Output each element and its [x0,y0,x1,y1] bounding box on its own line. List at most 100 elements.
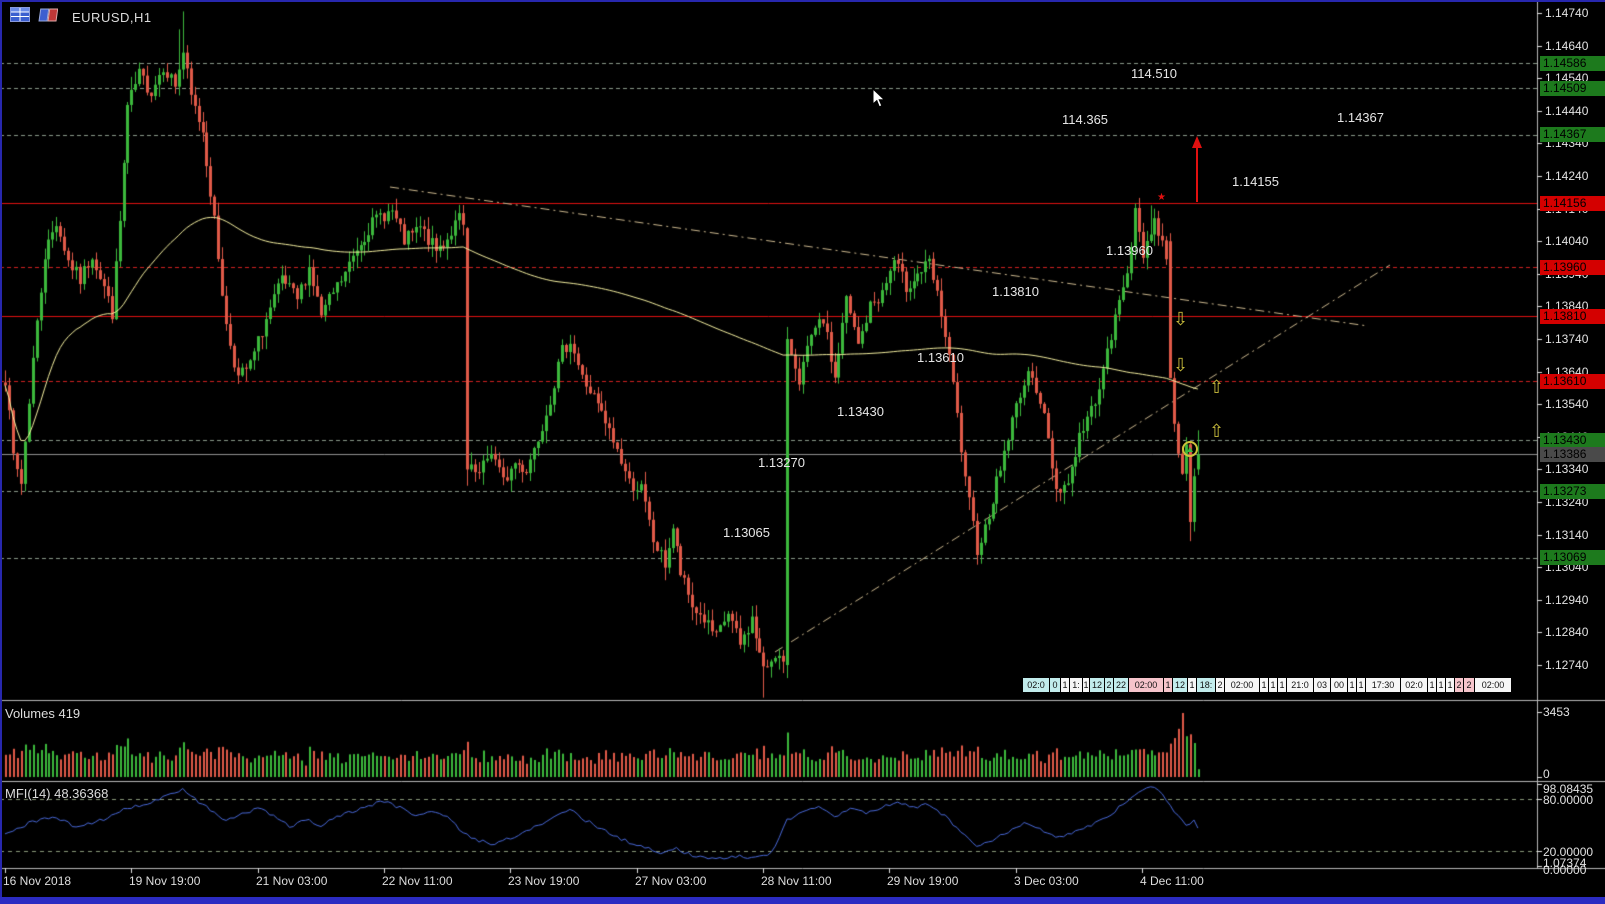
price-axis-highlight: 1.14367 [1540,127,1605,143]
time-axis-label: 3 Dec 03:00 [1014,874,1079,888]
price-annotation: 114.365 [1062,112,1109,127]
time-axis-label: 29 Nov 19:00 [887,874,959,888]
time-marker: 1: [1070,678,1082,692]
time-axis-label: 21 Nov 03:00 [256,874,328,888]
price-annotation: 1.13960 [1106,243,1153,258]
down-block-arrow-icon: ⇩ [1173,355,1189,375]
time-marker: 1 [1269,678,1277,692]
price-annotation: 1.14155 [1232,174,1279,189]
price-axis-label: 1.13340 [1545,462,1589,477]
price-annotation: 1.13610 [917,350,964,365]
time-marker: 1 [1188,678,1196,692]
time-marker: 03 [1314,678,1330,692]
time-marker: 2 [1464,678,1474,692]
price-annotation: 1.13270 [758,455,805,470]
time-axis-label: 4 Dec 11:00 [1140,874,1204,888]
price-axis-highlight: 1.14509 [1540,80,1605,96]
volumes-scale-max: 3453 [1543,705,1570,719]
price-axis-label: 1.14040 [1545,234,1589,249]
red-arrow-head-icon [1192,136,1202,148]
price-axis-highlight: 1.13610 [1540,373,1605,389]
time-marker: 2 [1455,678,1463,692]
time-axis-label: 22 Nov 11:00 [382,874,453,888]
time-marker: 12 [1173,678,1187,692]
mfi-label: MFI(14) 48.36368 [5,786,109,801]
time-marker: 1 [1357,678,1365,692]
mouse-cursor-icon [872,87,886,114]
red-star-icon: ★ [1157,192,1166,203]
price-axis-label: 1.12740 [1545,658,1589,673]
price-annotation: 1.13065 [723,525,770,540]
price-axis-label: 1.14240 [1545,169,1589,184]
time-marker: 02:00 [1475,678,1511,692]
price-annotation: 1.13430 [837,404,884,419]
time-marker: 0 [1050,678,1060,692]
time-marker: 1 [1061,678,1069,692]
price-axis-highlight: 1.13960 [1540,259,1605,275]
up-block-arrow-icon: ⇧ [1209,377,1225,397]
window-frame-top [0,0,1605,2]
time-axis-label: 28 Nov 11:00 [761,874,832,888]
price-axis-label: 1.13140 [1545,527,1589,542]
time-marker: 1 [1437,678,1445,692]
red-arrow-icon [1196,147,1198,202]
price-annotation: 1.14367 [1337,110,1384,125]
price-axis-highlight: 1.13430 [1540,432,1605,448]
time-marker: 02:00 [1225,678,1259,692]
books-icon [36,7,59,27]
time-marker: 00 [1331,678,1347,692]
down-block-arrow-icon: ⇩ [1173,309,1189,329]
time-marker: 1 [1083,678,1089,692]
time-marker: 02:0 [1023,678,1049,692]
time-marker: 21:0 [1287,678,1313,692]
grid-icon [10,7,30,27]
price-axis-label: 1.12940 [1545,592,1589,607]
up-block-arrow-icon: ⇧ [1209,421,1225,441]
mfi-scale-label: 80.00000 [1543,793,1594,807]
mfi-scale-label: 98.08435 [1543,782,1594,796]
symbol-title: EURUSD,H1 [72,9,152,25]
time-marker: 12 [1090,678,1104,692]
price-axis-highlight: 1.14586 [1540,55,1605,71]
price-axis-highlight: 1.13386 [1540,446,1605,462]
time-marker: 1 [1348,678,1356,692]
time-marker: 02:0 [1401,678,1427,692]
time-marker: 22 [1114,678,1128,692]
price-axis-highlight: 1.14156 [1540,195,1605,211]
time-marker: 18: [1197,678,1215,692]
volumes-label: Volumes 419 [5,706,81,721]
price-axis-label: 1.14640 [1545,38,1589,53]
price-annotation: 1.13810 [992,284,1039,299]
price-axis-highlight: 1.13069 [1540,550,1605,566]
time-marker: 1 [1278,678,1286,692]
price-axis-label: 1.14440 [1545,103,1589,118]
time-axis-label: 16 Nov 2018 [3,874,72,888]
time-marker: 2 [1216,678,1224,692]
window-frame-left [0,0,2,898]
time-marker: 2 [1105,678,1113,692]
time-marker: 1 [1428,678,1436,692]
time-axis-label: 19 Nov 19:00 [129,874,201,888]
time-marker: 1 [1260,678,1268,692]
mfi-scale-label: 0.00000 [1543,863,1587,877]
time-axis-label: 27 Nov 03:00 [635,874,707,888]
time-marker: 17:30 [1366,678,1400,692]
window-frame-bottom [0,897,1605,904]
time-marker: 1 [1164,678,1172,692]
price-axis-highlight: 1.13810 [1540,308,1605,324]
chart-titlebar: EURUSD,H1 [10,7,152,27]
mfi-scale-label: 20.00000 [1543,845,1594,859]
time-axis-label: 23 Nov 19:00 [508,874,580,888]
mfi-scale-label: 1.07374 [1543,856,1587,870]
price-axis-label: 1.13740 [1545,332,1589,347]
time-marker: 1 [1446,678,1454,692]
price-axis-label: 1.13540 [1545,397,1589,412]
volumes-scale-min: 0 [1543,767,1550,781]
price-axis-label: 1.14740 [1545,6,1589,21]
trade-ring-icon [1182,441,1198,457]
price-axis-highlight: 1.13273 [1540,483,1605,499]
price-axis-label: 1.12840 [1545,625,1589,640]
price-annotation: 114.510 [1131,66,1178,81]
